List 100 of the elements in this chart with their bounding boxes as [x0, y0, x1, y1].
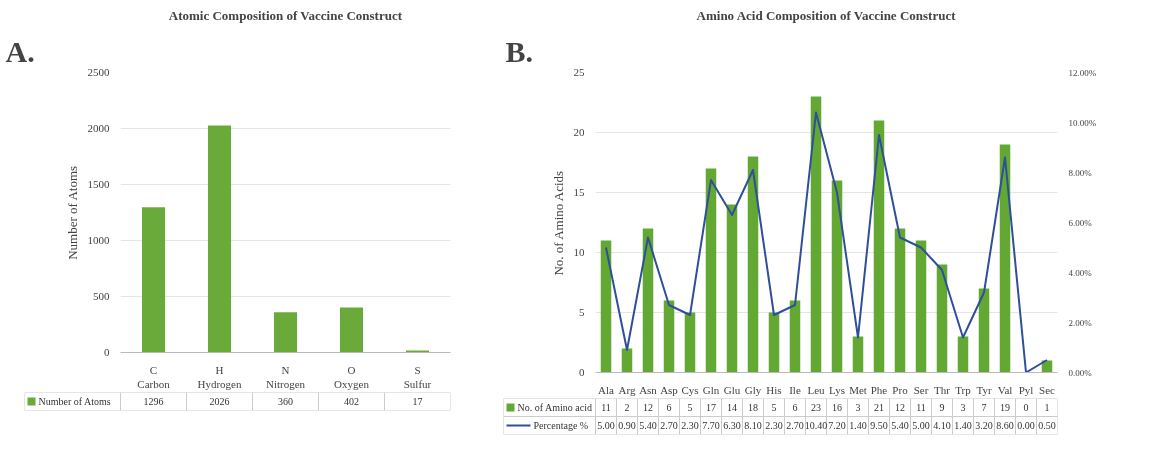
data-label: 19: [1000, 402, 1010, 413]
y-tick-label: 20: [573, 126, 585, 138]
data-label: 0.50: [1038, 420, 1056, 431]
y2-tick-label: 2.00%: [1068, 317, 1093, 328]
data-label: 17: [706, 402, 716, 413]
data-label: 7.20: [828, 420, 846, 431]
x-tick-label: S Sulfur: [403, 363, 432, 390]
y-axis-title: Number of Atoms: [64, 165, 80, 260]
data-label: 8.60: [996, 420, 1014, 431]
data-label: 7: [981, 402, 987, 413]
data-label: 12: [895, 402, 905, 413]
data-label: 2.70: [660, 420, 678, 431]
y-tick-label: 15: [573, 186, 585, 198]
data-label: 8.10: [744, 420, 762, 431]
y-tick-label: 2000: [87, 122, 110, 134]
x-tick-label: His: [766, 383, 782, 396]
data-label: 5.00: [597, 420, 615, 431]
text: A.: [5, 34, 35, 68]
data-label: 23: [811, 402, 821, 413]
data-label: 2.70: [786, 420, 804, 431]
data-label: 16: [832, 402, 842, 413]
data-label: 18: [748, 402, 758, 413]
x-tick-label: Pyl: [1018, 383, 1034, 396]
chart-title: Amino Acid Composition of Vaccine Construct: [696, 7, 957, 23]
x-tick-label: O Oxygen: [334, 363, 370, 390]
data-label: 11: [601, 402, 611, 413]
y-tick-label: 0: [104, 346, 110, 358]
y2-tick-label: 6.00%: [1068, 217, 1093, 228]
data-label: 21: [874, 402, 884, 413]
y2-tick-label: 8.00%: [1068, 167, 1093, 178]
data-label: 4.10: [933, 420, 951, 431]
text: B.: [505, 34, 534, 68]
data-label: 6: [666, 402, 672, 413]
data-label: 1: [1044, 402, 1050, 413]
y-tick-label: 2500: [87, 66, 110, 78]
x-tick-label: Trp: [955, 383, 972, 396]
x-tick-label: Glu: [723, 383, 741, 396]
y-tick-label: 25: [573, 66, 585, 78]
y-tick-label: 5: [579, 306, 585, 318]
x-tick-label: Cys: [681, 383, 699, 396]
x-tick-label: Lys: [829, 383, 845, 396]
y2-tick-label: 4.00%: [1068, 267, 1093, 278]
y-axis-title: No. of Amino Acids: [550, 170, 566, 276]
x-tick-label: Pro: [892, 383, 909, 396]
chart-title: Atomic Composition of Vaccine Construct: [168, 7, 403, 23]
x-tick-label: Arg: [618, 383, 636, 396]
y2-tick-label: 0.00%: [1068, 367, 1093, 378]
legend-label: No. of Amino acid: [517, 402, 592, 413]
data-label: 3: [960, 402, 966, 413]
x-tick-label: Leu: [807, 383, 826, 396]
data-label: 3.20: [975, 420, 993, 431]
data-label: 2.30: [681, 420, 699, 431]
data-label: 0: [1023, 402, 1029, 413]
data-label: 5.00: [912, 420, 930, 431]
x-tick-label: Asp: [660, 383, 679, 396]
data-label: 0.90: [618, 420, 636, 431]
data-label: 2026: [209, 396, 230, 407]
y2-tick-label: 12.00%: [1068, 67, 1097, 78]
data-label: 1.40: [849, 420, 867, 431]
x-tick-label: Sec: [1039, 383, 1056, 396]
x-tick-label: Phe: [870, 383, 888, 396]
x-tick-label: Gly: [744, 383, 762, 396]
data-label: 17: [412, 396, 423, 407]
y-tick-label: 1500: [87, 178, 110, 190]
data-label: 5: [771, 402, 777, 413]
y-tick-label: 10: [573, 246, 585, 258]
y2-tick-label: 10.00%: [1068, 117, 1097, 128]
data-label: 10.40: [804, 420, 828, 431]
x-tick-label: Thr: [934, 383, 951, 396]
x-tick-label: Ala: [598, 383, 615, 396]
y-tick-label: 0: [579, 366, 585, 378]
x-tick-label: C Carbon: [137, 363, 171, 390]
y-tick-label: 1000: [87, 234, 110, 246]
x-tick-label: Ser: [913, 383, 929, 396]
data-label: 402: [344, 396, 359, 407]
data-label: 9.50: [870, 420, 888, 431]
x-tick-label: Asn: [639, 383, 658, 396]
data-label: 5.40: [891, 420, 909, 431]
data-label: 6.30: [723, 420, 741, 431]
data-label: 1296: [143, 396, 164, 407]
data-label: 7.70: [702, 420, 720, 431]
data-label: 5: [687, 402, 693, 413]
legend-label: Number of Atoms: [38, 396, 111, 407]
x-tick-label: H Hydrogen: [197, 363, 242, 390]
x-tick-label: Met: [849, 383, 867, 396]
data-label: 0.00: [1017, 420, 1035, 431]
data-label: 12: [643, 402, 653, 413]
x-tick-label: Ile: [789, 383, 801, 396]
data-label: 6: [792, 402, 798, 413]
data-label: 1.40: [954, 420, 972, 431]
x-tick-label: Tyr: [976, 383, 992, 396]
data-label: 2.30: [765, 420, 783, 431]
data-label: 14: [727, 402, 737, 413]
legend-label: Percentage %: [533, 420, 589, 431]
data-label: 3: [855, 402, 861, 413]
x-tick-label: Gln: [702, 383, 720, 396]
data-label: 9: [939, 402, 945, 413]
x-tick-label: N Nitrogen: [265, 363, 306, 390]
data-label: 360: [278, 396, 293, 407]
x-tick-label: Val: [997, 383, 1013, 396]
